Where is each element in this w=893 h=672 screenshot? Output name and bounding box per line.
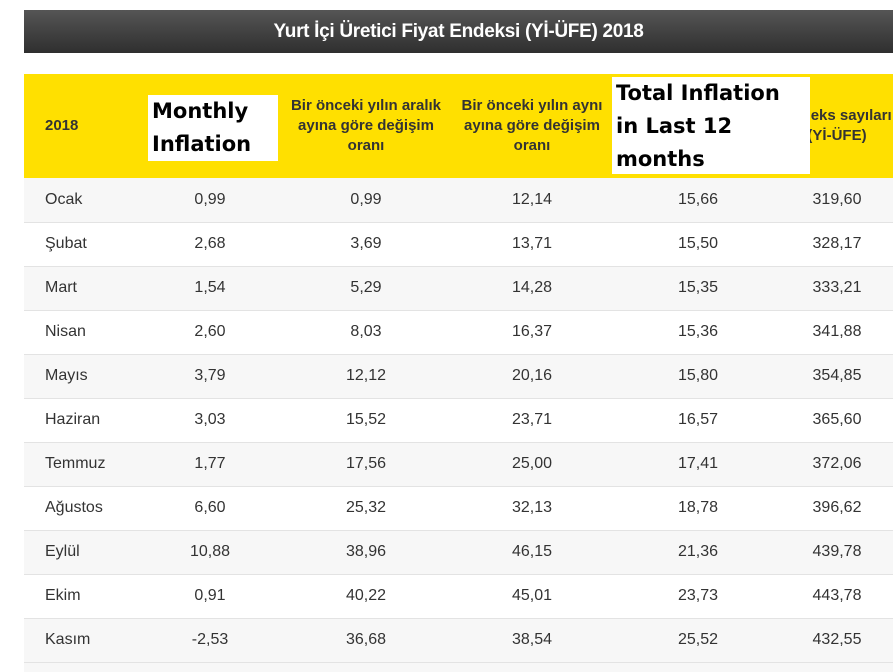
value-cell: 0,99 <box>137 178 283 223</box>
month-cell: Nisan <box>24 310 137 355</box>
value-cell: 14,28 <box>449 266 615 311</box>
value-cell: 341,88 <box>781 310 893 355</box>
value-cell: 15,50 <box>615 222 781 267</box>
value-cell: 439,78 <box>781 530 893 575</box>
value-cell: 45,01 <box>449 574 615 619</box>
month-cell: Haziran <box>24 398 137 443</box>
month-cell: Kasım <box>24 618 137 663</box>
header-year: 2018 <box>24 74 137 178</box>
value-cell: 36,68 <box>283 618 449 663</box>
value-cell: 23,73 <box>615 574 781 619</box>
value-cell: 6,60 <box>137 486 283 531</box>
month-cell: Şubat <box>24 222 137 267</box>
value-cell: 25,00 <box>449 442 615 487</box>
table-row: Kasım -2,53 36,68 38,54 25,52 432,55 <box>24 618 893 663</box>
table-row: Mayıs 3,79 12,12 20,16 15,80 354,85 <box>24 354 893 399</box>
month-cell: Ağustos <box>24 486 137 531</box>
value-cell: 20,16 <box>449 354 615 399</box>
value-cell: 25,52 <box>615 618 781 663</box>
value-cell: 17,56 <box>283 442 449 487</box>
monthly-inflation-label: Monthly Inflation <box>148 95 278 161</box>
value-cell: 16,57 <box>615 398 781 443</box>
value-cell: 32,13 <box>449 486 615 531</box>
value-cell: 8,03 <box>283 310 449 355</box>
page-title: Yurt İçi Üretici Fiyat Endeksi (Yİ-ÜFE) … <box>24 10 893 53</box>
header-change-same-month: Bir önceki yılın aynı ayına göre değişim… <box>449 74 615 178</box>
table-row: Şubat 2,68 3,69 13,71 15,50 328,17 <box>24 222 893 267</box>
value-cell: 18,78 <box>615 486 781 531</box>
value-cell: 12,12 <box>283 354 449 399</box>
value-cell: 3,03 <box>137 398 283 443</box>
value-cell: 15,35 <box>615 266 781 311</box>
value-cell: 38,96 <box>283 530 449 575</box>
value-cell: 0,99 <box>283 178 449 223</box>
month-cell: Eylül <box>24 530 137 575</box>
value-cell: 46,15 <box>449 530 615 575</box>
value-cell: 5,29 <box>283 266 449 311</box>
month-cell: Temmuz <box>24 442 137 487</box>
value-cell: 15,36 <box>615 310 781 355</box>
data-table: 2018 Bir önceki yılın aralık ayına göre … <box>24 74 893 663</box>
value-cell: -2,53 <box>137 618 283 663</box>
value-cell: 12,14 <box>449 178 615 223</box>
value-cell: 16,37 <box>449 310 615 355</box>
value-cell: 333,21 <box>781 266 893 311</box>
month-cell: Mayıs <box>24 354 137 399</box>
value-cell: 3,69 <box>283 222 449 267</box>
value-cell: 23,71 <box>449 398 615 443</box>
table-row: Mart 1,54 5,29 14,28 15,35 333,21 <box>24 266 893 311</box>
table-row: Ekim 0,91 40,22 45,01 23,73 443,78 <box>24 574 893 619</box>
value-cell: 432,55 <box>781 618 893 663</box>
total-inflation-label: Total Inflation in Last 12 months <box>612 77 810 174</box>
value-cell: 354,85 <box>781 354 893 399</box>
value-cell: 15,52 <box>283 398 449 443</box>
month-cell: Ekim <box>24 574 137 619</box>
value-cell: 1,77 <box>137 442 283 487</box>
table-row: Eylül 10,88 38,96 46,15 21,36 439,78 <box>24 530 893 575</box>
table-row: Haziran 3,03 15,52 23,71 16,57 365,60 <box>24 398 893 443</box>
table-row: Temmuz 1,77 17,56 25,00 17,41 372,06 <box>24 442 893 487</box>
value-cell: 15,66 <box>615 178 781 223</box>
value-cell: 3,79 <box>137 354 283 399</box>
value-cell: 17,41 <box>615 442 781 487</box>
value-cell: 328,17 <box>781 222 893 267</box>
value-cell: 319,60 <box>781 178 893 223</box>
value-cell: 2,68 <box>137 222 283 267</box>
value-cell: 396,62 <box>781 486 893 531</box>
value-cell: 13,71 <box>449 222 615 267</box>
value-cell: 1,54 <box>137 266 283 311</box>
table-row: Nisan 2,60 8,03 16,37 15,36 341,88 <box>24 310 893 355</box>
month-cell: Ocak <box>24 178 137 223</box>
value-cell: 21,36 <box>615 530 781 575</box>
value-cell: 25,32 <box>283 486 449 531</box>
value-cell: 365,60 <box>781 398 893 443</box>
value-cell: 15,80 <box>615 354 781 399</box>
value-cell: 443,78 <box>781 574 893 619</box>
header-change-since-december: Bir önceki yılın aralık ayına göre değiş… <box>283 74 449 178</box>
month-cell: Mart <box>24 266 137 311</box>
value-cell: 372,06 <box>781 442 893 487</box>
table-row: Ağustos 6,60 25,32 32,13 18,78 396,62 <box>24 486 893 531</box>
value-cell: 40,22 <box>283 574 449 619</box>
value-cell: 38,54 <box>449 618 615 663</box>
value-cell: 10,88 <box>137 530 283 575</box>
table-row: Ocak 0,99 0,99 12,14 15,66 319,60 <box>24 178 893 223</box>
value-cell: 0,91 <box>137 574 283 619</box>
value-cell: 2,60 <box>137 310 283 355</box>
